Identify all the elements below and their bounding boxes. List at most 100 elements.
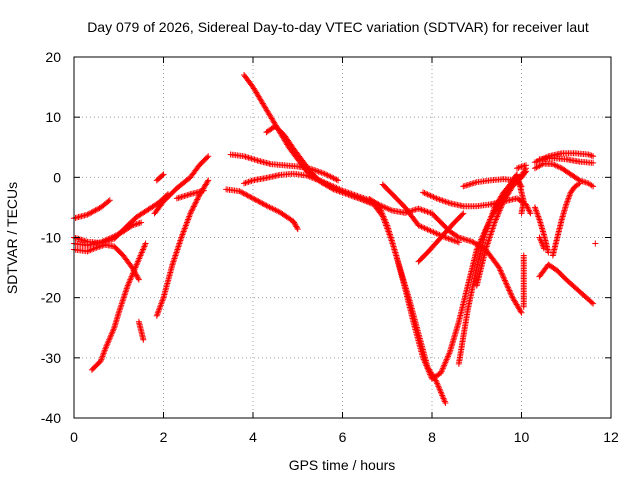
data-point (130, 221, 137, 228)
data-point (426, 209, 433, 216)
data-point (575, 176, 582, 183)
data-point (585, 151, 592, 158)
data-point (105, 235, 112, 242)
data-point (90, 245, 97, 252)
data-point (250, 195, 256, 202)
data-point (320, 170, 327, 177)
data-point (503, 281, 510, 288)
data-point (361, 197, 368, 204)
data-point (420, 224, 427, 231)
data-series (71, 219, 145, 249)
data-point (518, 309, 525, 316)
data-point (430, 229, 437, 236)
data-series (549, 180, 583, 259)
x-tick-label: 8 (428, 429, 436, 445)
data-point (421, 207, 428, 214)
data-point (442, 399, 449, 406)
data-point (339, 189, 346, 196)
y-tick-label: 10 (45, 109, 61, 125)
data-point (127, 223, 134, 230)
data-point (85, 247, 92, 254)
data-point (551, 161, 558, 168)
data-point (103, 236, 110, 243)
data-point (452, 238, 459, 245)
data-point (262, 201, 269, 208)
data-point (440, 198, 447, 205)
data-point (138, 219, 145, 226)
data-point (421, 225, 428, 232)
data-point (384, 205, 391, 212)
data-point (351, 193, 358, 200)
data-point (436, 196, 443, 203)
data-point (434, 231, 441, 238)
data-point (245, 178, 252, 185)
x-tick-label: 2 (160, 429, 168, 445)
data-series (536, 155, 597, 166)
data-point (335, 177, 342, 184)
data-point (108, 234, 115, 241)
data-point (446, 236, 453, 243)
data-point (501, 277, 508, 284)
data-series (460, 176, 525, 190)
data-point (135, 220, 142, 227)
data-point (506, 287, 513, 294)
data-point (508, 293, 515, 300)
data-point (426, 192, 433, 199)
data-point (237, 188, 244, 195)
data-point (499, 271, 506, 278)
data-point (592, 240, 599, 247)
data-point (348, 192, 355, 199)
data-point (188, 209, 195, 216)
data-point (240, 190, 247, 197)
data-point (336, 188, 343, 195)
data-point (247, 178, 254, 185)
data-point (258, 199, 265, 206)
x-tick-label: 0 (70, 429, 78, 445)
data-point (326, 172, 333, 179)
data-point (358, 196, 365, 203)
data-point (190, 203, 197, 210)
data-point (260, 201, 267, 208)
data-point (539, 161, 546, 168)
data-point (323, 171, 330, 178)
grid-lines (74, 57, 611, 418)
data-point (88, 246, 95, 253)
data-point (142, 240, 149, 247)
data-point (133, 220, 140, 227)
data-point (423, 208, 430, 215)
data-point (269, 205, 276, 212)
data-point (423, 225, 430, 232)
data-series (455, 165, 529, 367)
data-point (501, 276, 508, 283)
data-point (455, 239, 462, 246)
data-point (420, 207, 427, 214)
data-point (294, 226, 301, 233)
data-point (433, 195, 440, 202)
data-point (318, 169, 325, 176)
data-point (504, 283, 511, 290)
data-point (500, 274, 507, 281)
data-point (85, 210, 92, 217)
data-point (429, 193, 435, 200)
data-point (333, 176, 340, 183)
data-point (427, 227, 434, 234)
data-point (291, 220, 298, 227)
data-point (459, 211, 466, 218)
data-point (317, 169, 324, 176)
data-point (590, 183, 597, 190)
data-series (531, 204, 552, 256)
data-point (330, 175, 337, 182)
data-point (424, 191, 431, 198)
data-point (244, 192, 251, 199)
data-series (420, 189, 534, 217)
data-point (292, 222, 299, 229)
data-point (267, 204, 274, 211)
data-point (437, 196, 444, 203)
data-series (514, 162, 529, 172)
data-point (255, 198, 262, 205)
data-series (415, 210, 467, 265)
data-point (549, 161, 556, 168)
y-tick-label: 20 (45, 49, 61, 65)
data-point (443, 199, 450, 206)
data-point (382, 204, 389, 211)
